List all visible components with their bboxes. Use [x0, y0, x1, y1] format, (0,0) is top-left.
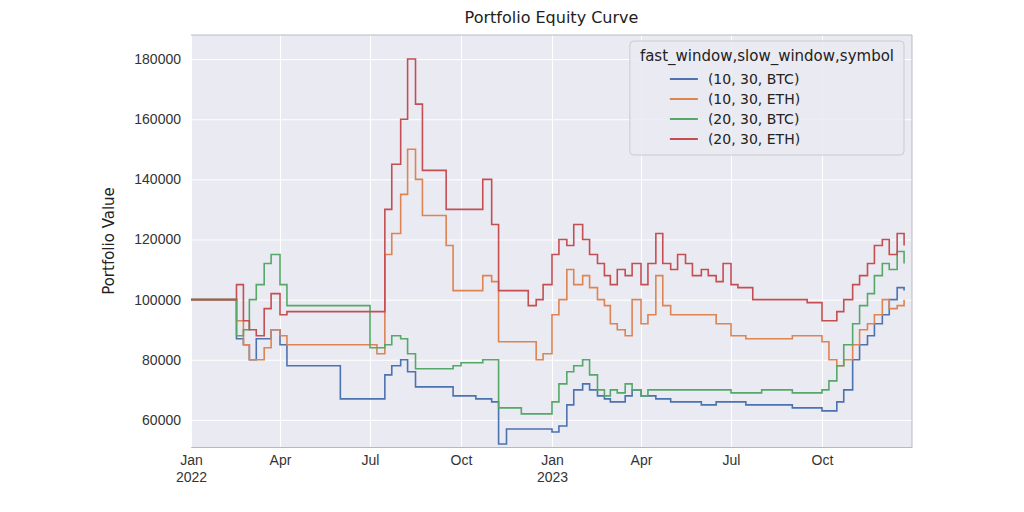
- x-tick-label-line: Jan: [180, 452, 203, 468]
- legend-entry: (20, 30, ETH): [670, 131, 800, 147]
- x-axis: Jan2022AprJulOctJan2023AprJulOct: [176, 35, 913, 485]
- y-tick-label: 120000: [134, 231, 181, 247]
- y-tick: 120000: [134, 231, 912, 247]
- y-tick-label: 60000: [142, 412, 181, 428]
- y-grid-line: [191, 360, 912, 361]
- x-tick-label-line: Jul: [362, 452, 380, 468]
- legend-swatch: [670, 118, 698, 120]
- series-line: [191, 252, 904, 414]
- x-axis-line: [192, 447, 913, 448]
- x-tick-label-line: Jan: [541, 452, 564, 468]
- plot-frame-right: [912, 35, 913, 447]
- y-tick-label: 180000: [134, 51, 181, 67]
- x-tick-label: Apr: [631, 452, 653, 468]
- legend-entry: (10, 30, ETH): [670, 91, 800, 107]
- x-tick-label-line: 2022: [176, 469, 207, 485]
- x-tick: Jan2022: [176, 35, 207, 485]
- x-tick: Apr: [270, 35, 292, 468]
- plot: 60000 80000 100000 120000 140000 160000 180000…: [134, 35, 912, 485]
- x-tick-label: Oct: [812, 452, 834, 468]
- legend-title: fast_window,slow_window,symbol: [640, 47, 894, 66]
- x-grid-line: [280, 35, 281, 447]
- legend-label: (20, 30, BTC): [708, 111, 799, 127]
- x-tick-label-line: Apr: [270, 452, 292, 468]
- series-line: [191, 59, 904, 336]
- y-tick-label: 160000: [134, 111, 181, 127]
- x-tick: Jul: [362, 35, 380, 468]
- y-grid-line: [191, 179, 912, 180]
- legend-entry: (20, 30, BTC): [670, 111, 799, 127]
- x-grid-line: [370, 35, 371, 447]
- y-tick-label: 100000: [134, 292, 181, 308]
- x-tick-label: Jan2023: [537, 452, 568, 486]
- x-tick-label: Jul: [362, 452, 380, 468]
- x-tick-label: Jul: [723, 452, 741, 468]
- x-tick-label-line: Jul: [723, 452, 741, 468]
- legend-box: [630, 41, 904, 155]
- lines: [191, 59, 904, 444]
- plot-frame-top: [191, 35, 912, 36]
- legend-swatch: [670, 138, 698, 140]
- y-tick: 140000: [134, 171, 912, 187]
- legend-swatch: [670, 98, 698, 100]
- legend: fast_window,slow_window,symbol (10, 30, B…: [630, 41, 904, 155]
- x-grid-line: [552, 35, 553, 447]
- x-tick-label-line: Apr: [631, 452, 653, 468]
- legend-label: (20, 30, ETH): [708, 131, 800, 147]
- x-grid-line: [461, 35, 462, 447]
- x-tick-label: Oct: [451, 452, 473, 468]
- x-tick-label-line: Oct: [812, 452, 834, 468]
- y-axis-line: [191, 36, 192, 448]
- y-tick-label: 140000: [134, 171, 181, 187]
- y-grid-line: [191, 239, 912, 240]
- y-grid-line: [191, 420, 912, 421]
- legend-label: (10, 30, ETH): [708, 91, 800, 107]
- x-tick-label: Jan2022: [176, 452, 207, 486]
- series-line: [191, 149, 904, 366]
- plot-background: [191, 35, 912, 447]
- x-tick: Oct: [451, 35, 473, 468]
- chart-title: Portfolio Equity Curve: [465, 8, 639, 27]
- y-axis-title: Portfolio Value: [100, 187, 118, 295]
- x-grid-line: [191, 35, 192, 447]
- chart: 60000 80000 100000 120000 140000 160000 180000…: [0, 0, 1024, 512]
- legend-entry: (10, 30, BTC): [670, 71, 799, 87]
- x-tick-label: Apr: [270, 452, 292, 468]
- x-tick-label-line: Oct: [451, 452, 473, 468]
- y-tick-label: 80000: [142, 352, 181, 368]
- x-tick-label-line: 2023: [537, 469, 568, 485]
- y-axis: 60000 80000 100000 120000 140000 160000 180000: [134, 36, 912, 448]
- legend-label: (10, 30, BTC): [708, 71, 799, 87]
- y-tick: 160000: [134, 111, 912, 127]
- legend-swatch: [670, 78, 698, 80]
